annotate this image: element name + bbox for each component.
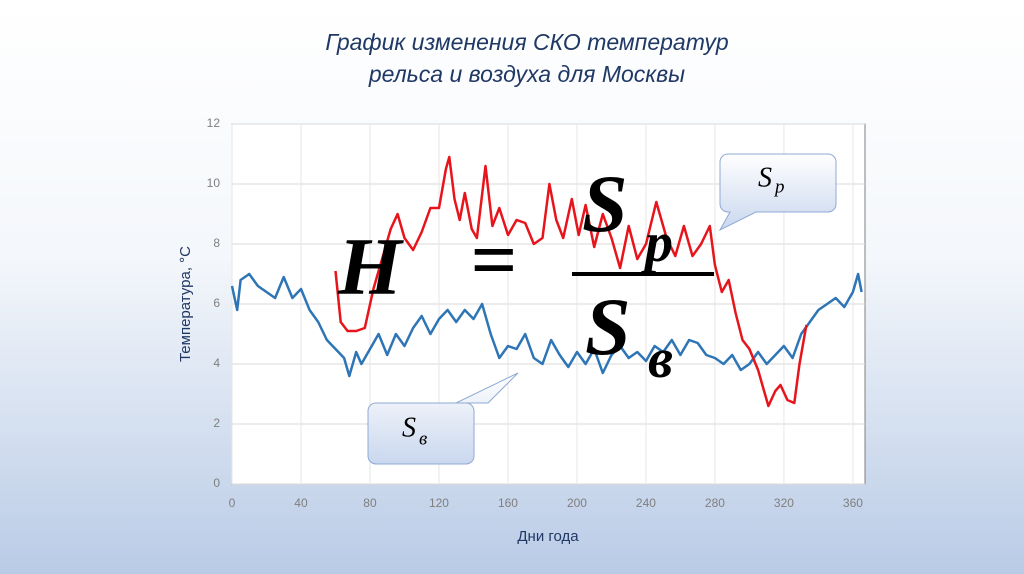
x-tick-label: 280 [705,496,725,510]
x-axis-label: Дни года [517,528,579,545]
y-tick-label: 0 [213,476,220,490]
x-tick-label: 160 [498,496,518,510]
formula-lhs: H [337,221,404,312]
callout-air: S в [367,372,519,465]
formula: H = S p S в [337,158,714,390]
x-tick-label: 120 [429,496,449,510]
formula-eq: = [470,214,517,305]
callout-sub: в [419,428,427,449]
y-axis-label: Температура, °С [177,246,194,362]
callout-text: S [758,162,772,193]
chart-title: рельса и воздуха для Москвы [368,61,685,87]
x-tick-label: 360 [843,496,863,510]
callout-sub: р [773,176,785,197]
x-tick-label: 200 [567,496,587,510]
x-tick-label: 80 [363,496,377,510]
formula-den: S [585,281,631,372]
chart-title: График изменения СКО температур [325,29,729,55]
data-line [230,272,863,378]
x-tick-label: 0 [229,496,236,510]
callout-text: S [402,412,416,443]
y-tick-label: 4 [213,356,220,370]
formula-den-sub: в [648,328,673,390]
y-tick-label: 6 [213,296,220,310]
y-tick-label: 8 [213,236,220,250]
y-tick-label: 10 [207,176,221,190]
x-tick-label: 240 [636,496,656,510]
callout-box [367,372,519,465]
callout-box [718,153,837,232]
x-tick-label: 320 [774,496,794,510]
y-tick-label: 2 [213,416,220,430]
formula-num-sub: p [641,212,673,274]
data-line [334,155,808,408]
y-tick-label: 12 [207,116,221,130]
formula-num: S [582,158,628,249]
x-tick-label: 40 [294,496,308,510]
callout-rail: S р [718,153,837,232]
